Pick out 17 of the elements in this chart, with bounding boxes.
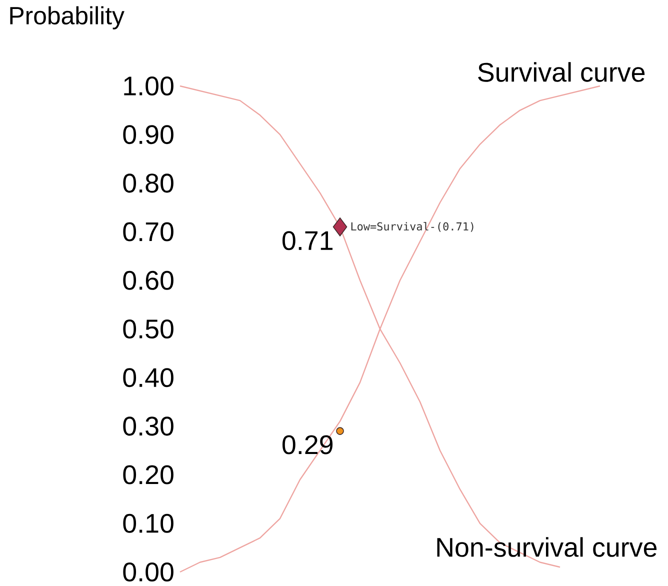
series-label: Low=Survival-(0.71) bbox=[351, 222, 474, 232]
data-label: 0.71 bbox=[282, 231, 332, 250]
y-tick-label: 0.20 bbox=[123, 465, 174, 484]
y-tick-label: 0.40 bbox=[123, 368, 174, 388]
y-tick-label: 0.60 bbox=[123, 270, 174, 290]
series-label: Non-survival curve bbox=[437, 537, 657, 557]
y-tick-label: 0.00 bbox=[123, 562, 174, 582]
y-tick-label: 0.70 bbox=[123, 222, 174, 242]
y-axis-title: Probability bbox=[10, 6, 124, 30]
y-tick-label: 1.00 bbox=[124, 76, 174, 96]
series-label: Survival curve bbox=[478, 62, 645, 82]
y-tick-label: 0.90 bbox=[123, 125, 174, 144]
data-label: 0.29 bbox=[282, 435, 333, 454]
y-tick-label: 0.10 bbox=[123, 514, 174, 533]
y-tick-label: 0.80 bbox=[123, 174, 174, 193]
y-tick-label: 0.30 bbox=[123, 416, 174, 436]
y-tick-label: 0.50 bbox=[123, 319, 174, 339]
